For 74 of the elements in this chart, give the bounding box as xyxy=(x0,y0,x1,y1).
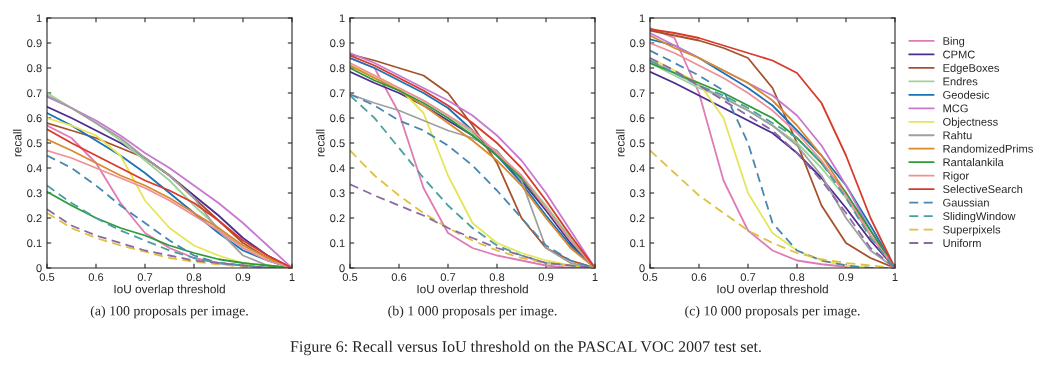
x-tick-label: 0.8 xyxy=(789,273,805,282)
y-tick-label: 0.7 xyxy=(27,89,42,98)
y-tick-label: 0.2 xyxy=(27,214,42,223)
y-tick-label: 0.8 xyxy=(27,64,42,73)
x-tick-label: 0.7 xyxy=(137,273,153,282)
y-tick-label: 0.3 xyxy=(27,189,42,198)
y-tick-label: 0.8 xyxy=(630,64,645,73)
x-axis-title: IoU overlap threshold xyxy=(717,284,828,296)
y-tick-label: 0.3 xyxy=(630,189,645,198)
legend-label: Gaussian xyxy=(943,198,989,207)
legend-label: Geodesic xyxy=(943,90,990,99)
y-tick-label: 0.4 xyxy=(330,164,345,173)
y-tick-label: 0.8 xyxy=(330,64,345,73)
x-tick-label: 0.6 xyxy=(88,273,104,282)
legend-label: EdgeBoxes xyxy=(943,63,1000,75)
y-tick-label: 0.5 xyxy=(630,139,645,148)
caption: Figure 6: Recall versus IoU threshold on the PASCAL VOC 2007 test set. xyxy=(290,340,761,356)
x-tick-label: 0.9 xyxy=(838,273,854,282)
y-tick-label: 0.9 xyxy=(330,39,345,48)
y-tick-label: 0.5 xyxy=(330,139,345,148)
legend-label: Endres xyxy=(943,77,978,86)
x-tick-label: 1 xyxy=(289,273,295,281)
y-tick-label: 0.4 xyxy=(27,164,42,173)
legend-label: Rahtu xyxy=(943,131,972,140)
y-tick-label: 0.7 xyxy=(330,89,345,98)
y-tick-label: 1 xyxy=(36,14,42,23)
text: (a) 100 proposals per image. xyxy=(90,305,248,319)
legend-label: Rigor xyxy=(943,171,969,182)
y-axis-title: recall xyxy=(315,129,325,157)
legend-label: SelectiveSearch xyxy=(943,184,1023,194)
x-tick-label: 1 xyxy=(892,273,898,281)
legend-label: MCG xyxy=(943,104,968,113)
y-tick-label: 0.9 xyxy=(27,39,42,48)
x-tick-label: 0.9 xyxy=(235,273,251,282)
y-axis-title: recall xyxy=(615,129,625,157)
legend-label: SlidingWindow xyxy=(943,211,1016,223)
y-tick-label: 0.6 xyxy=(27,114,42,123)
x-axis-title: IoU overlap threshold xyxy=(417,284,528,296)
y-tick-label: 0.5 xyxy=(27,139,42,148)
y-tick-label: 0 xyxy=(339,264,345,273)
y-tick-label: 0.2 xyxy=(330,214,345,223)
y-axis-title: recall xyxy=(12,129,22,157)
y-tick-label: 0.1 xyxy=(27,239,42,248)
legend-label: Objectness xyxy=(943,117,998,128)
x-tick-label: 0.6 xyxy=(391,273,407,282)
legend-label: RandomizedPrims xyxy=(943,144,1033,153)
x-tick-label: 0.8 xyxy=(186,273,202,282)
x-tick-label: 0.8 xyxy=(489,273,505,282)
x-tick-label: 0.9 xyxy=(538,273,554,282)
legend-label: Uniform xyxy=(943,238,981,247)
y-tick-label: 0.4 xyxy=(630,164,645,173)
y-tick-label: 0 xyxy=(36,264,42,273)
y-tick-label: 0.2 xyxy=(630,214,645,223)
text: (c) 10 000 proposals per image. xyxy=(685,305,860,319)
text: (b) 1 000 proposals per image. xyxy=(388,305,557,319)
y-tick-label: 0 xyxy=(639,264,645,273)
legend-label: Rantalankila xyxy=(943,158,1004,167)
y-tick-label: 1 xyxy=(339,14,345,23)
y-tick-label: 0.1 xyxy=(630,239,645,248)
legend-label: Superpixels xyxy=(943,225,1001,236)
legend-label: Bing xyxy=(943,36,965,48)
y-tick-label: 0.6 xyxy=(330,114,345,123)
y-tick-label: 0.6 xyxy=(630,114,645,123)
legend-label: CPMC xyxy=(943,50,975,59)
y-tick-label: 0.3 xyxy=(330,189,345,198)
y-tick-label: 0.1 xyxy=(330,239,345,248)
x-tick-label: 0.6 xyxy=(691,273,707,282)
x-tick-label: 1 xyxy=(592,273,598,281)
y-tick-label: 0.7 xyxy=(630,89,645,98)
x-tick-label: 0.7 xyxy=(740,273,756,282)
x-tick-label: 0.7 xyxy=(440,273,456,282)
y-tick-label: 0.9 xyxy=(630,39,645,48)
x-axis-title: IoU overlap threshold xyxy=(114,284,225,296)
y-tick-label: 1 xyxy=(639,14,645,23)
